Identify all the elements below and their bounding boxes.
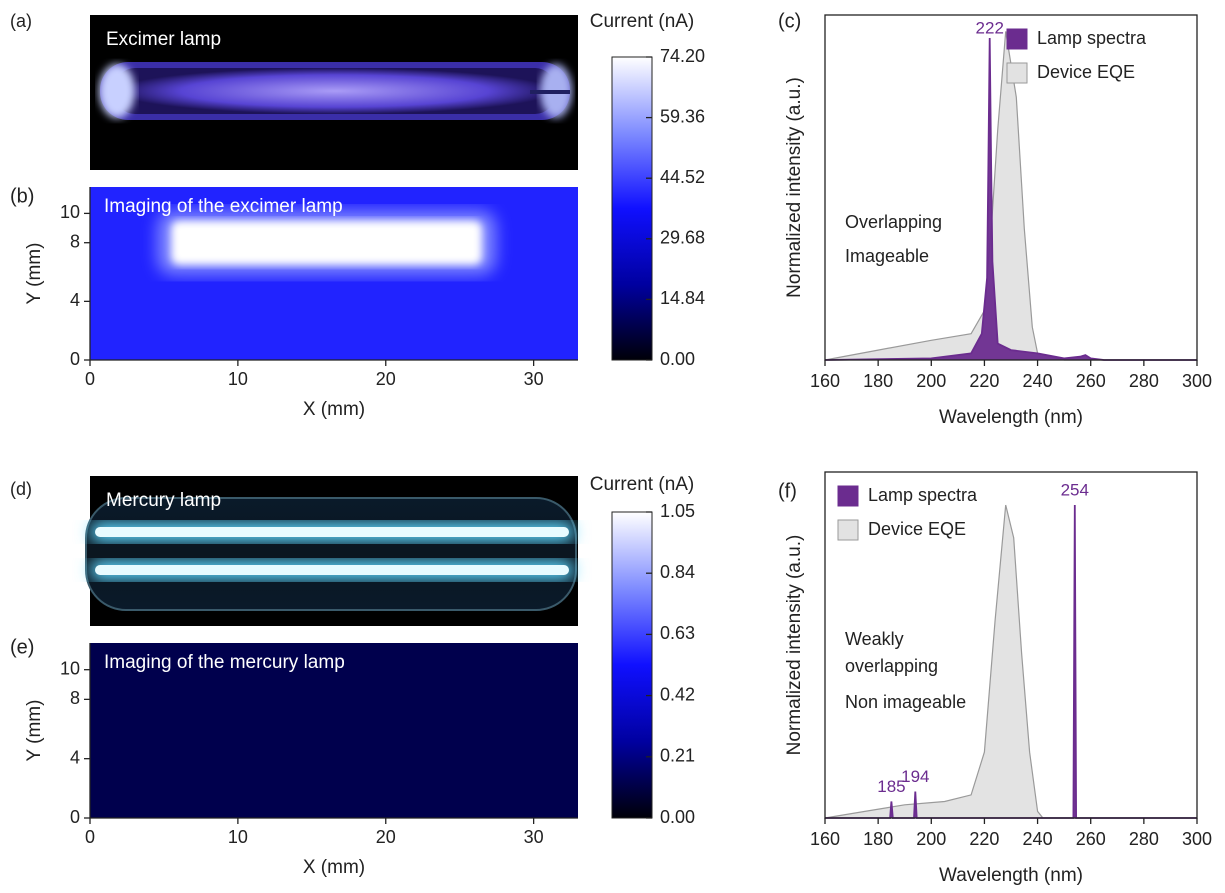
heatmap-label: Imaging of the excimer lamp xyxy=(104,196,343,217)
peak-label: 222 xyxy=(976,18,1004,37)
legend-label: Lamp spectra xyxy=(868,485,978,505)
y-tick-label: 0 xyxy=(70,807,80,827)
x-tick-label: 20 xyxy=(376,369,396,389)
x-tick-label: 220 xyxy=(969,371,999,391)
y-tick-label: 0 xyxy=(70,349,80,369)
colorbar-tick-label: 1.05 xyxy=(660,501,695,521)
y-tick-label: 4 xyxy=(70,747,80,767)
x-axis-label: X (mm) xyxy=(303,857,365,878)
x-tick-label: 160 xyxy=(810,829,840,849)
peak-label: 185 xyxy=(877,777,905,796)
annotation: Weakly xyxy=(845,629,904,649)
x-tick-label: 300 xyxy=(1182,829,1212,849)
legend-label: Device EQE xyxy=(868,519,966,539)
plot-frame xyxy=(824,471,1198,819)
colorbar-tick-label: 14.84 xyxy=(660,288,705,308)
colorbar-tick-label: 0.00 xyxy=(660,807,695,827)
colorbar-title: Current (nA) xyxy=(590,474,695,495)
y-tick-label: 8 xyxy=(70,231,80,251)
colorbar-tick-label: 0.42 xyxy=(660,684,695,704)
y-axis-label: Normalized intensity (a.u.) xyxy=(784,535,805,756)
x-tick-label: 30 xyxy=(524,827,544,847)
x-tick-label: 30 xyxy=(524,369,544,389)
legend-swatch xyxy=(1006,28,1028,50)
x-tick-label: 10 xyxy=(228,827,248,847)
x-tick-label: 10 xyxy=(228,369,248,389)
x-tick-label: 240 xyxy=(1023,371,1053,391)
x-tick-label: 160 xyxy=(810,371,840,391)
legend-label: Device EQE xyxy=(1037,62,1135,82)
colorbar-tick-label: 74.20 xyxy=(660,46,705,66)
x-tick-label: 220 xyxy=(969,829,999,849)
panel-label: (a) xyxy=(10,11,32,31)
panel-label: (d) xyxy=(10,479,32,499)
x-tick-label: 200 xyxy=(916,371,946,391)
colorbar-tick-label: 0.63 xyxy=(660,623,695,643)
annotation: Non imageable xyxy=(845,692,966,712)
x-tick-label: 260 xyxy=(1076,371,1106,391)
photo-label: Excimer lamp xyxy=(106,29,221,50)
y-axis-label: Y (mm) xyxy=(24,243,45,305)
photo-mercury xyxy=(85,476,578,626)
x-axis-label: X (mm) xyxy=(303,399,365,420)
panel-label: (e) xyxy=(10,636,34,658)
colorbar-tick-label: 0.84 xyxy=(660,562,695,582)
colorbar-tick-label: 44.52 xyxy=(660,167,705,187)
series-line xyxy=(824,31,1197,361)
x-tick-label: 0 xyxy=(85,827,95,847)
y-tick-label: 10 xyxy=(60,658,80,678)
heatmap-spot-group xyxy=(157,210,496,275)
peak-label: 254 xyxy=(1061,480,1089,499)
panel-label: (c) xyxy=(778,10,801,32)
y-tick-label: 4 xyxy=(70,290,80,310)
y-axis-label: Normalized intensity (a.u.) xyxy=(784,77,805,298)
heatmap-spot xyxy=(171,220,482,265)
x-tick-label: 280 xyxy=(1129,829,1159,849)
colorbar-tick-label: 29.68 xyxy=(660,228,705,248)
panel-label: (f) xyxy=(778,480,797,502)
x-tick-label: 180 xyxy=(863,371,893,391)
x-axis-label: Wavelength (nm) xyxy=(939,865,1083,886)
colorbar-tick-label: 0.21 xyxy=(660,746,695,766)
x-tick-label: 200 xyxy=(916,829,946,849)
legend-swatch xyxy=(837,519,859,541)
series-line xyxy=(824,504,1197,819)
y-tick-label: 10 xyxy=(60,202,80,222)
x-tick-label: 280 xyxy=(1129,371,1159,391)
x-tick-label: 260 xyxy=(1076,829,1106,849)
x-tick-label: 20 xyxy=(376,827,396,847)
series-line xyxy=(824,37,1197,361)
series-line xyxy=(825,504,1197,819)
area-fill xyxy=(825,505,1197,818)
colorbar-tick-label: 0.00 xyxy=(660,349,695,369)
annotation: Imageable xyxy=(845,246,929,266)
annotation: Overlapping xyxy=(845,212,942,232)
legend-label: Lamp spectra xyxy=(1037,28,1147,48)
x-tick-label: 240 xyxy=(1023,829,1053,849)
y-tick-label: 8 xyxy=(70,688,80,708)
photo-excimer xyxy=(90,15,578,170)
colorbar xyxy=(611,511,653,819)
legend-swatch xyxy=(1006,62,1028,84)
colorbar-title: Current (nA) xyxy=(590,11,695,32)
heatmap-background xyxy=(90,643,578,818)
x-tick-label: 300 xyxy=(1182,371,1212,391)
peak-label: 194 xyxy=(901,767,929,786)
panel-label: (b) xyxy=(10,185,34,207)
plot-frame xyxy=(824,14,1198,361)
annotation: overlapping xyxy=(845,656,938,676)
x-tick-label: 0 xyxy=(85,369,95,389)
x-tick-label: 180 xyxy=(863,829,893,849)
x-axis-label: Wavelength (nm) xyxy=(939,407,1083,428)
colorbar xyxy=(611,56,653,361)
photo-label: Mercury lamp xyxy=(106,490,221,511)
area-fill xyxy=(825,31,1197,361)
heatmap-label: Imaging of the mercury lamp xyxy=(104,652,345,673)
colorbar-tick-label: 59.36 xyxy=(660,106,705,126)
y-axis-label: Y (mm) xyxy=(24,700,45,762)
legend-swatch xyxy=(837,485,859,507)
